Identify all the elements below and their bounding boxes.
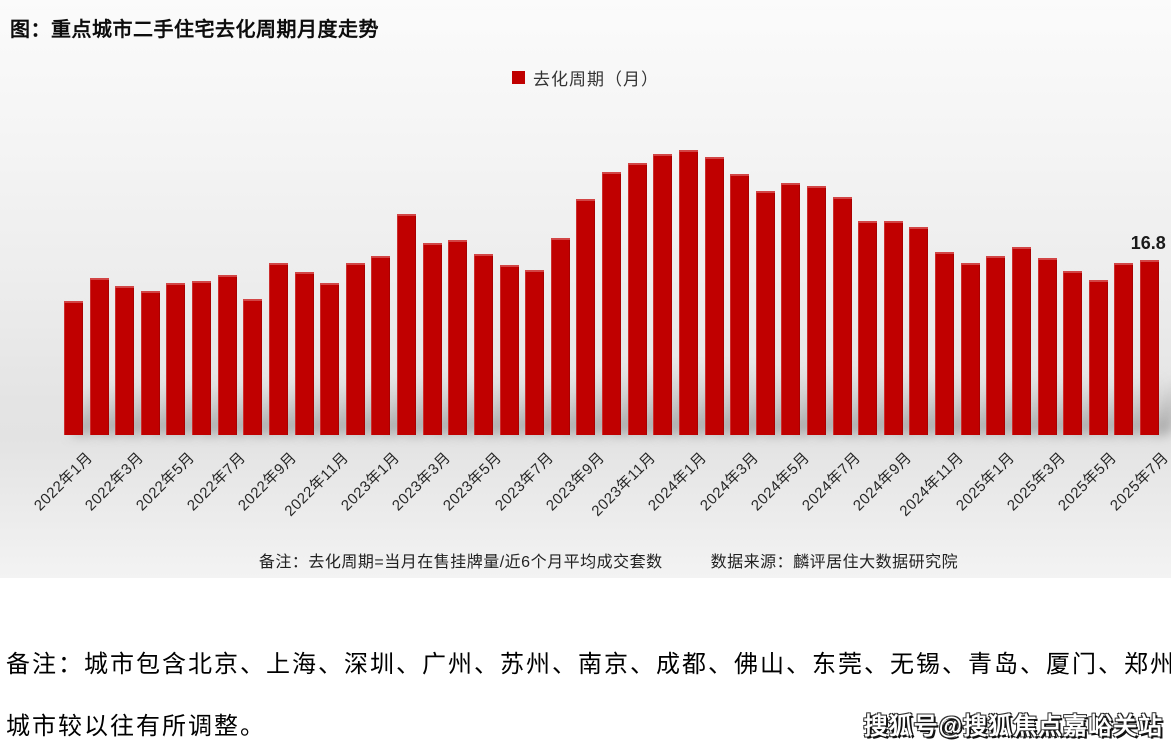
- bar: [217, 275, 237, 435]
- bar: [653, 154, 673, 435]
- bar: [602, 172, 622, 435]
- footer-line-1: 备注：城市包含北京、上海、深圳、广州、苏州、南京、成都、佛山、东莞、无锡、青岛、…: [6, 652, 1171, 678]
- bar: [678, 150, 698, 435]
- bar: [294, 272, 314, 435]
- bar: [627, 163, 647, 435]
- bar: [192, 281, 212, 435]
- bar: [883, 221, 903, 435]
- bar: [960, 263, 980, 435]
- plot-area: 16.8: [64, 150, 1171, 435]
- bar: [473, 254, 493, 435]
- bar: [1063, 271, 1083, 435]
- bar: [986, 256, 1006, 435]
- bar: [140, 291, 160, 435]
- bar: [1037, 258, 1057, 435]
- legend-label: 去化周期（月）: [533, 70, 659, 89]
- bar: [397, 214, 417, 435]
- x-axis: 2022年1月 2022年3月 2022年5月 2022年7月 2022年9月 2022年…: [0, 435, 1171, 545]
- bar: [448, 240, 468, 435]
- bar: [268, 263, 288, 435]
- bar: [806, 186, 826, 435]
- bar: [781, 183, 801, 435]
- bar: [1140, 260, 1160, 435]
- bar: [89, 278, 109, 435]
- bar: [935, 252, 955, 435]
- legend: 去化周期（月）: [0, 65, 1171, 90]
- bar: [345, 263, 365, 435]
- footer: 备注：城市包含北京、上海、深圳、广州、苏州、南京、成都、佛山、东莞、无锡、青岛、…: [0, 578, 1171, 753]
- bar: [832, 197, 852, 435]
- bar: [243, 299, 263, 435]
- bar: [1088, 280, 1108, 435]
- bar: [499, 265, 519, 435]
- bar: [422, 243, 442, 435]
- bar: [1114, 263, 1134, 435]
- note-source: 数据来源：麟评居住大数据研究院: [710, 554, 959, 571]
- legend-swatch-icon: [512, 71, 525, 84]
- chart-title: 图：重点城市二手住宅去化周期月度走势: [10, 19, 379, 41]
- chart-figure: 16.8 图：重点城市二手住宅去化周期月度走势 去化周期（月） 2022年1月 2…: [0, 0, 1171, 578]
- bar: [730, 174, 750, 435]
- bar: [550, 238, 570, 435]
- bar: [115, 286, 135, 435]
- bar: [525, 270, 545, 435]
- bar: [1011, 247, 1031, 435]
- last-value-label: 16.8: [1130, 233, 1166, 253]
- note-definition: 备注：去化周期=当月在售挂牌量/近6个月平均成交套数: [258, 554, 663, 571]
- bar: [371, 256, 391, 435]
- watermark: 搜狐号@搜狐焦点嘉峪关站: [863, 713, 1163, 740]
- bar: [755, 191, 775, 435]
- bar: [320, 283, 340, 435]
- footer-line-2: 城市较以往有所调整。: [6, 714, 266, 740]
- bar: [64, 301, 83, 435]
- bar: [909, 227, 929, 435]
- bar: [576, 199, 596, 435]
- chart-notes: 备注：去化周期=当月在售挂牌量/近6个月平均成交套数 数据来源：麟评居住大数据研…: [0, 548, 1171, 572]
- bar: [166, 283, 186, 435]
- bar: [858, 221, 878, 435]
- bar: [704, 157, 724, 435]
